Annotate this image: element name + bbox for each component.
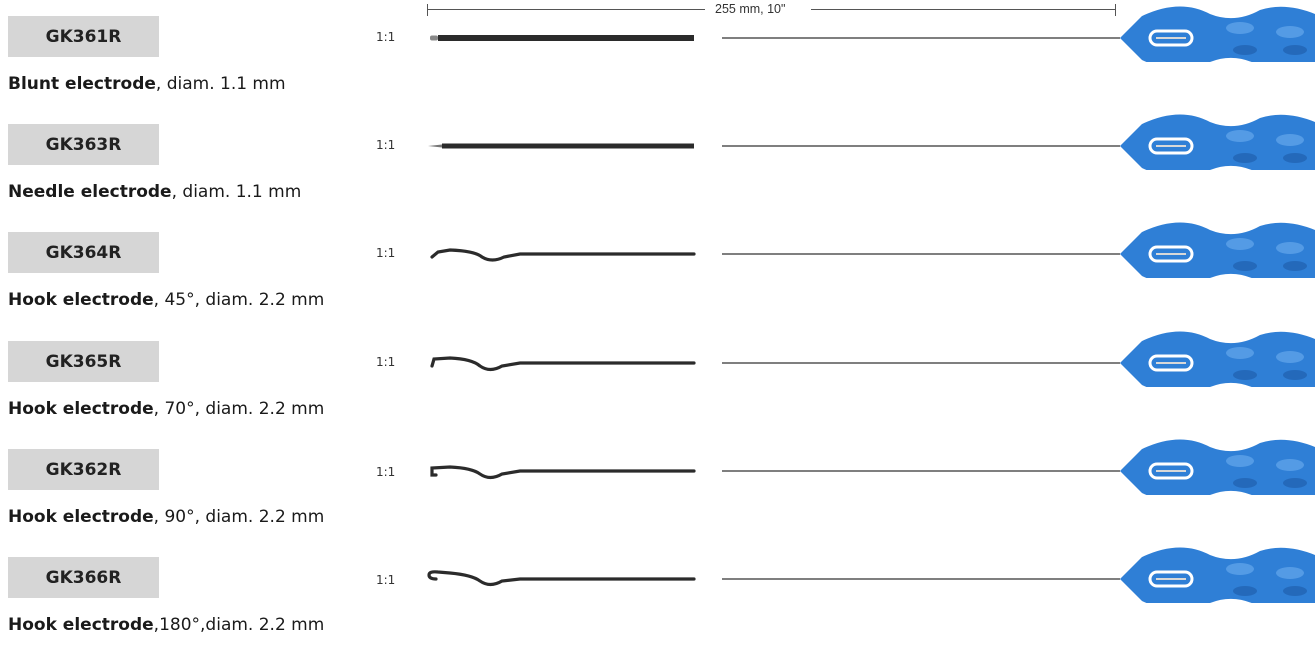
product-description: Hook electrode, 45°, diam. 2.2 mm	[8, 290, 324, 310]
electrode-name: Blunt electrode	[8, 74, 156, 94]
length-dimension: 255 mm, 10"	[427, 0, 1116, 20]
product-description: Blunt electrode, diam. 1.1 mm	[8, 74, 286, 94]
dimension-tick-right	[1115, 4, 1116, 16]
scale-label: 1:1	[376, 30, 396, 44]
scale-label: 1:1	[376, 246, 396, 260]
handle-graphic	[1120, 439, 1315, 495]
handle-graphic	[1120, 331, 1315, 387]
electrode-illustration	[430, 6, 1315, 62]
dimension-rule	[427, 9, 705, 10]
scale-label: 1:1	[376, 465, 396, 479]
product-description: Hook electrode, 70°, diam. 2.2 mm	[8, 399, 324, 419]
electrode-spec: , diam. 1.1 mm	[171, 182, 302, 202]
product-code: GK366R	[8, 557, 159, 598]
electrode-spec: , 90°, diam. 2.2 mm	[153, 507, 325, 527]
product-description: Hook electrode,180°,diam. 2.2 mm	[8, 615, 324, 635]
electrode-illustration	[430, 222, 1315, 278]
electrode-spec: ,180°,diam. 2.2 mm	[153, 615, 325, 635]
dimension-tick-left	[427, 4, 428, 16]
hook-tip	[430, 248, 696, 262]
scale-label: 1:1	[376, 355, 396, 369]
handle-graphic	[1120, 114, 1315, 170]
dimension-label: 255 mm, 10"	[715, 2, 786, 16]
product-code: GK362R	[8, 449, 159, 490]
product-description: Hook electrode, 90°, diam. 2.2 mm	[8, 507, 324, 527]
product-row: GK364R 1:1 Hook electrode, 45°, diam. 2.2 …	[0, 222, 1315, 340]
scale-label: 1:1	[376, 138, 396, 152]
product-code: GK363R	[8, 124, 159, 165]
hook-tip	[427, 570, 696, 587]
electrode-spec: , diam. 1.1 mm	[155, 74, 286, 94]
handle-graphic	[1120, 547, 1315, 603]
electrode-spec: , 70°, diam. 2.2 mm	[153, 399, 325, 419]
product-code: GK365R	[8, 341, 159, 382]
hook-tip	[430, 356, 696, 372]
product-row: GK362R 1:1 Hook electrode, 90°, diam. 2.2 …	[0, 439, 1315, 557]
electrode-spec: , 45°, diam. 2.2 mm	[153, 290, 325, 310]
electrode-name: Hook electrode	[8, 290, 154, 310]
electrode-illustration	[430, 439, 1315, 495]
electrode-name: Hook electrode	[8, 615, 154, 635]
needle-tip	[428, 143, 694, 149]
electrode-name: Hook electrode	[8, 399, 154, 419]
electrode-illustration	[427, 547, 1315, 603]
scale-label: 1:1	[376, 573, 396, 587]
product-code: GK361R	[8, 16, 159, 57]
electrode-name: Needle electrode	[8, 182, 172, 202]
product-code: GK364R	[8, 232, 159, 273]
handle-graphic	[1120, 6, 1315, 62]
blunt-tip	[430, 35, 694, 41]
dimension-rule	[811, 9, 1116, 10]
electrode-illustration	[428, 114, 1315, 170]
product-description: Needle electrode, diam. 1.1 mm	[8, 182, 301, 202]
product-row: GK361R 1:1 Blunt electrode, diam. 1.1 mm	[0, 6, 1315, 124]
product-row: GK366R 1:1 Hook electrode,180°,diam. 2.2 m…	[0, 547, 1315, 665]
electrode-illustration	[430, 331, 1315, 387]
hook-tip	[430, 465, 696, 480]
product-row: GK363R 1:1 Needle electrode, diam. 1.1 mm	[0, 114, 1315, 232]
electrode-name: Hook electrode	[8, 507, 154, 527]
handle-graphic	[1120, 222, 1315, 278]
product-row: GK365R 1:1 Hook electrode, 70°, diam. 2.2 …	[0, 331, 1315, 449]
